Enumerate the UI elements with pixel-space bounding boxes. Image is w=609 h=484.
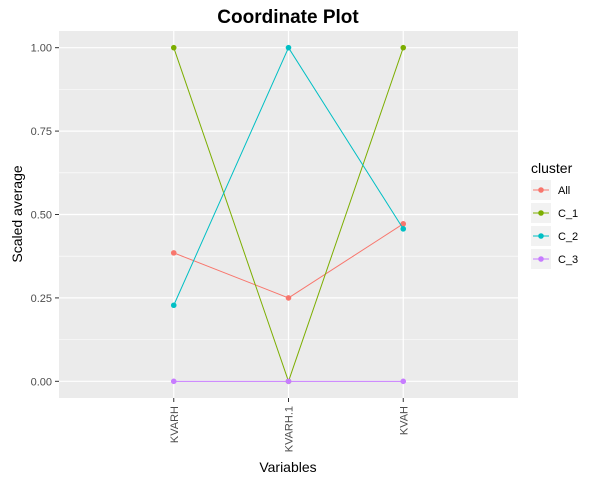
data-point [400,226,407,232]
data-point [285,378,292,385]
y-tick-label: 0.50 [31,210,52,222]
y-tick-label: 0.00 [31,376,52,388]
x-axis: KVARH KVARH.1 KVAH [169,398,410,452]
legend-item: C_2 [531,226,578,246]
legend-key-point [538,210,544,216]
legend-label: C_3 [558,254,578,266]
data-point [170,44,177,51]
legend-item: C_3 [531,249,578,269]
legend-item: C_1 [531,203,578,223]
x-tick-label: KVAH [398,406,410,435]
x-tick-label: KVARH [169,406,181,443]
y-tick-label: 0.25 [31,293,52,305]
data-point [170,250,177,256]
legend-label: All [558,185,570,197]
chart-title: Coordinate Plot [217,7,359,28]
y-axis: 0.00 0.25 0.50 0.75 1.00 [31,43,59,388]
series-all [170,221,407,301]
data-point [170,378,177,385]
data-point [285,295,292,301]
data-point [400,221,407,227]
data-point [170,302,177,309]
legend-label: C_2 [558,231,578,243]
legend: cluster All C_1 C_2 C_3 [531,160,578,269]
x-axis-title: Variables [259,459,316,475]
legend-key-point [538,233,544,239]
y-axis-title: Scaled average [9,165,25,263]
legend-key-point [538,187,544,193]
legend-label: C_1 [558,208,578,220]
series-c-2 [170,44,407,309]
data-point [400,378,407,385]
data-point [285,44,292,51]
series-lines [170,44,407,385]
data-point [400,44,407,51]
y-tick-label: 1.00 [31,43,52,55]
legend-key-point [538,256,544,262]
legend-item: All [531,180,570,200]
y-tick-label: 0.75 [31,126,52,138]
legend-title: cluster [531,160,573,176]
series-c-3 [170,378,407,385]
x-tick-label: KVARH.1 [284,406,296,452]
